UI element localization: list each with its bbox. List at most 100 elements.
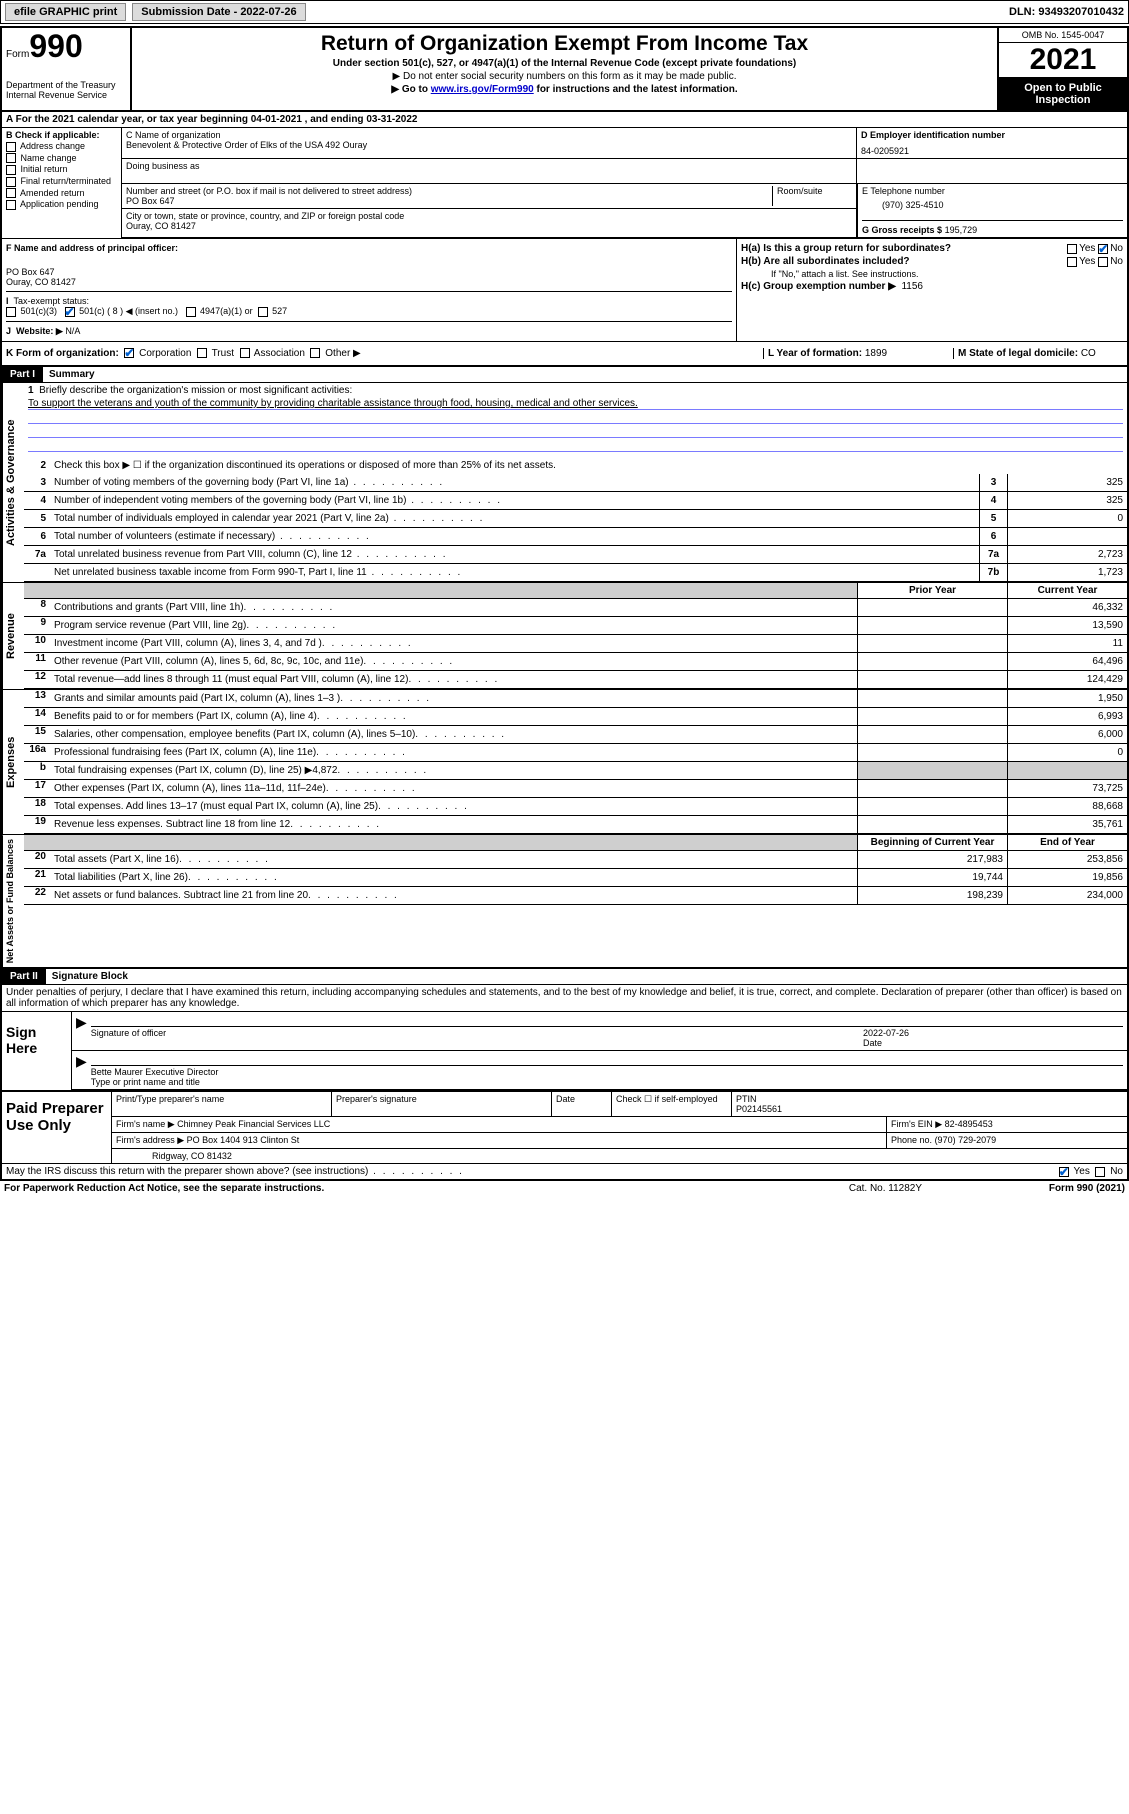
ha-label: H(a) Is this a group return for subordin… (741, 243, 951, 254)
chk-name-change[interactable] (6, 153, 16, 163)
hb-note: If "No," attach a list. See instructions… (741, 269, 1123, 279)
firm-addr1: PO Box 1404 913 Clinton St (187, 1135, 300, 1145)
chk-amended-return[interactable] (6, 188, 16, 198)
officer-label: F Name and address of principal officer: (6, 243, 732, 253)
org-name-label: C Name of organization (126, 130, 852, 140)
officer-addr2: Ouray, CO 81427 (6, 277, 732, 287)
m-label: M State of legal domicile: (958, 348, 1078, 359)
ssn-note: ▶ Do not enter social security numbers o… (136, 71, 993, 82)
org-name: Benevolent & Protective Order of Elks of… (126, 140, 852, 150)
irs-link[interactable]: www.irs.gov/Form990 (431, 84, 534, 95)
officer-addr1: PO Box 647 (6, 267, 732, 277)
ha-yes-lbl: Yes (1079, 243, 1095, 254)
discuss-no[interactable] (1095, 1167, 1105, 1177)
form-word: Form (6, 49, 29, 60)
hb-label: H(b) Are all subordinates included? (741, 256, 910, 267)
line-text: Total fundraising expenses (Part IX, col… (52, 762, 857, 779)
prep-name-label: Print/Type preparer's name (112, 1092, 332, 1116)
prep-date-label: Date (552, 1092, 612, 1116)
m-value: CO (1081, 348, 1096, 359)
form-990: Form990 Department of the Treasury Inter… (0, 26, 1129, 1181)
chk-527[interactable] (258, 307, 268, 317)
ein-value: 84-0205921 (861, 146, 1123, 156)
submission-date-button[interactable]: Submission Date - 2022-07-26 (132, 3, 305, 21)
line-text: Total number of volunteers (estimate if … (52, 529, 979, 544)
chk-address-change[interactable] (6, 142, 16, 152)
arrow-icon: ▶ (76, 1014, 87, 1048)
line-text: Other revenue (Part VIII, column (A), li… (52, 653, 857, 670)
ptin-value: P02145561 (736, 1104, 782, 1114)
firm-ein-label: Firm's EIN ▶ (891, 1119, 942, 1129)
discuss-yes-lbl: Yes (1074, 1166, 1090, 1177)
prep-sig-label: Preparer's signature (332, 1092, 552, 1116)
goto-post: for instructions and the latest informat… (534, 84, 738, 95)
side-revenue: Revenue (2, 583, 24, 689)
firm-name-label: Firm's name ▶ (116, 1119, 175, 1129)
line-text: Investment income (Part VIII, column (A)… (52, 635, 857, 652)
chk-initial-return[interactable] (6, 165, 16, 175)
line-text: Net assets or fund balances. Subtract li… (52, 887, 857, 904)
opt-4947: 4947(a)(1) or (200, 306, 253, 316)
efile-print-button[interactable]: efile GRAPHIC print (5, 3, 126, 21)
line-text: Revenue less expenses. Subtract line 18 … (52, 816, 857, 833)
line-text: Number of voting members of the governin… (52, 475, 979, 490)
street-label: Number and street (or P.O. box if mail i… (126, 186, 772, 196)
sig-officer-label: Signature of officer (91, 1026, 863, 1048)
hdr-prior-year: Prior Year (857, 583, 1007, 598)
line-text: Net unrelated business taxable income fr… (52, 565, 979, 580)
line-text: Program service revenue (Part VIII, line… (52, 617, 857, 634)
side-governance: Activities & Governance (2, 383, 24, 582)
ha-no-lbl: No (1110, 243, 1123, 254)
part1-header: Part I (2, 367, 43, 382)
tax-year: 2021 (999, 43, 1127, 78)
street-value: PO Box 647 (126, 196, 772, 206)
chk-501c[interactable] (65, 307, 75, 317)
chk-final-return-terminated[interactable] (6, 177, 16, 187)
chk-application-pending[interactable] (6, 200, 16, 210)
line-text: Benefits paid to or for members (Part IX… (52, 708, 857, 725)
website-label: Website: ▶ (16, 326, 63, 336)
dept-treasury: Department of the Treasury (6, 80, 126, 90)
officer-name-sub: Type or print name and title (91, 1077, 200, 1087)
chk-4947[interactable] (186, 307, 196, 317)
l-label: L Year of formation: (768, 348, 862, 359)
dba-label: Doing business as (126, 161, 852, 171)
room-suite-label: Room/suite (772, 186, 852, 206)
opt-501c: 501(c) ( 8 ) ◀ (insert no.) (79, 306, 178, 316)
k-other-lbl: Other ▶ (325, 348, 360, 359)
hb-no[interactable] (1098, 257, 1108, 267)
paid-preparer-label: Paid Preparer Use Only (2, 1092, 112, 1163)
officer-name: Bette Maurer Executive Director (91, 1067, 219, 1077)
col-b-checkboxes: B Check if applicable: Address change Na… (2, 128, 122, 238)
k-assoc[interactable] (240, 348, 250, 358)
return-title: Return of Organization Exempt From Incom… (136, 32, 993, 56)
tel-label: E Telephone number (862, 186, 1123, 196)
k-trust[interactable] (197, 348, 207, 358)
omb-number: OMB No. 1545-0047 (999, 28, 1127, 43)
part2-header: Part II (2, 969, 46, 984)
dln-label: DLN: 93493207010432 (1009, 6, 1124, 18)
k-trust-lbl: Trust (212, 348, 234, 359)
line-text: Salaries, other compensation, employee b… (52, 726, 857, 743)
k-label: K Form of organization: (6, 348, 119, 359)
side-net-assets: Net Assets or Fund Balances (2, 835, 24, 967)
tel-value: (970) 325-4510 (882, 200, 1123, 210)
irs-label: Internal Revenue Service (6, 90, 126, 100)
discuss-yes[interactable] (1059, 1167, 1069, 1177)
row-a-tax-year: A For the 2021 calendar year, or tax yea… (2, 112, 1127, 128)
hdr-end-year: End of Year (1007, 835, 1127, 850)
k-other[interactable] (310, 348, 320, 358)
line-text: Total liabilities (Part X, line 26) (52, 869, 857, 886)
firm-name: Chimney Peak Financial Services LLC (177, 1119, 330, 1129)
ha-no[interactable] (1098, 244, 1108, 254)
firm-addr2: Ridgway, CO 81432 (112, 1149, 1127, 1163)
k-corp[interactable] (124, 348, 134, 358)
cat-no: Cat. No. 11282Y (849, 1183, 1049, 1194)
firm-addr-label: Firm's address ▶ (116, 1135, 184, 1145)
discuss-no-lbl: No (1110, 1166, 1123, 1177)
hb-yes[interactable] (1067, 257, 1077, 267)
ha-yes[interactable] (1067, 244, 1077, 254)
line-text: Number of independent voting members of … (52, 493, 979, 508)
chk-501c3[interactable] (6, 307, 16, 317)
line-text: Professional fundraising fees (Part IX, … (52, 744, 857, 761)
